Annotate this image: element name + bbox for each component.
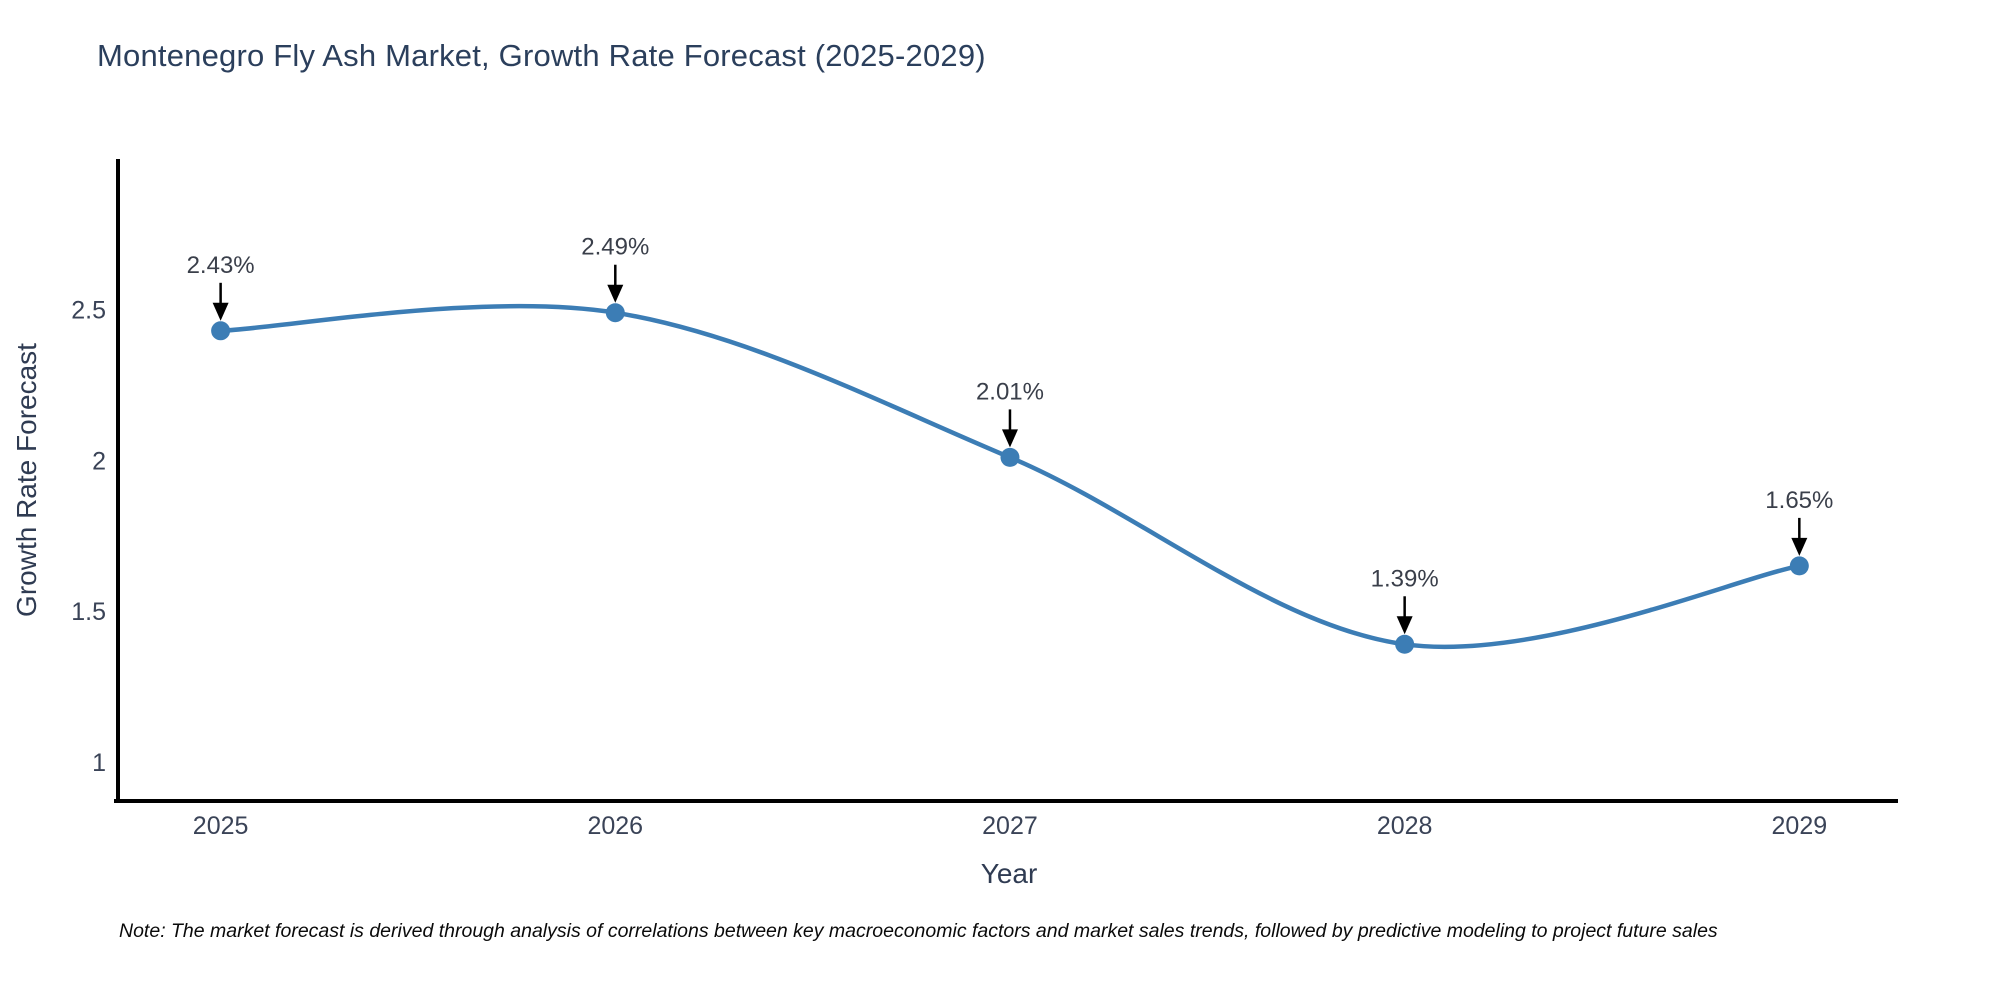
x-tick-label: 2027	[982, 812, 1038, 840]
x-tick-label: 2025	[193, 812, 249, 840]
annotation-label: 1.39%	[1371, 565, 1439, 592]
y-tick-label: 2	[92, 447, 106, 475]
x-axis-title: Year	[980, 858, 1038, 889]
annotation-arrowhead	[1791, 537, 1808, 556]
annotation-label: 2.49%	[581, 234, 649, 261]
annotation-label: 1.65%	[1765, 487, 1833, 514]
x-tick-label: 2028	[1377, 812, 1433, 840]
x-tick-label: 2029	[1772, 812, 1828, 840]
annotation-arrowhead	[607, 284, 624, 303]
annotation-label: 2.01%	[976, 378, 1044, 405]
data-point-2027[interactable]	[1000, 447, 1020, 467]
annotation-arrowhead	[1396, 616, 1413, 635]
annotation-arrowhead	[1001, 429, 1018, 448]
y-tick-label: 2.5	[71, 297, 106, 325]
data-point-2028[interactable]	[1395, 634, 1415, 654]
y-tick-label: 1.5	[71, 598, 106, 626]
footnote-text: Note: The market forecast is derived thr…	[119, 920, 1718, 942]
data-point-2029[interactable]	[1789, 556, 1809, 576]
forecast-line	[218, 303, 1802, 650]
data-point-2026[interactable]	[605, 303, 625, 323]
chart-title: Montenegro Fly Ash Market, Growth Rate F…	[97, 38, 986, 73]
y-tick-label: 1	[92, 749, 106, 777]
annotation-label: 2.43%	[187, 252, 255, 279]
x-tick-label: 2026	[587, 812, 643, 840]
data-point-2025[interactable]	[211, 321, 231, 341]
annotation-arrowhead	[212, 302, 229, 321]
